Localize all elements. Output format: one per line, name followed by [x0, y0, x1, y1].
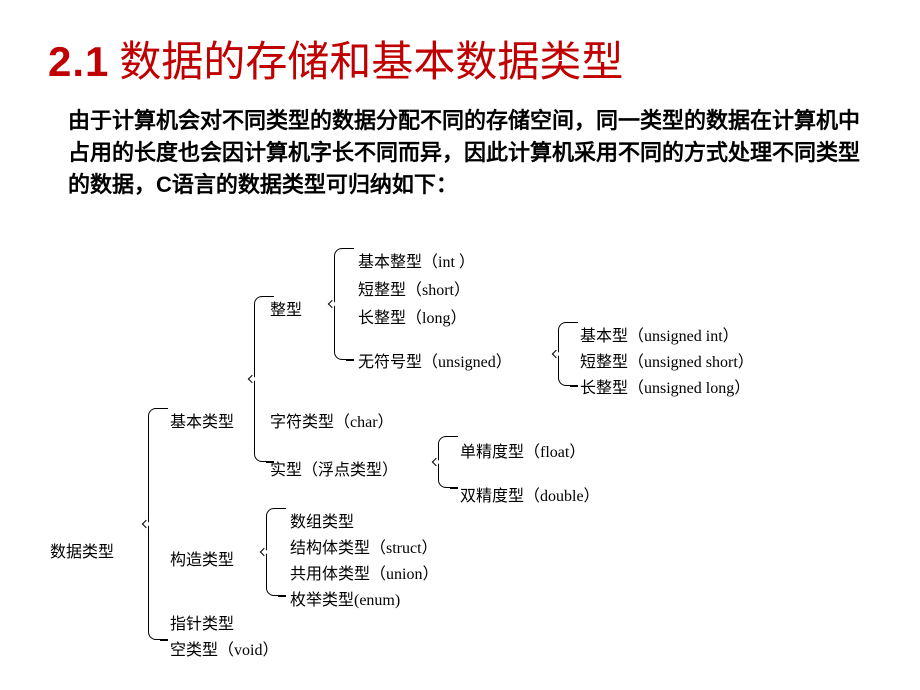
tree-node-int_short: 短整型（short）	[358, 276, 470, 300]
tree-node-void: 空类型（void）	[170, 636, 278, 660]
tree-node-u_short: 短整型（unsigned short）	[580, 348, 754, 372]
brace	[438, 436, 450, 488]
tree-node-unsigned: 无符号型（unsigned）	[358, 348, 512, 372]
title-number: 2.1	[48, 38, 109, 86]
brace	[254, 296, 266, 462]
tree-node-basic: 基本类型	[170, 408, 234, 432]
slide-title: 2.1 数据的存储和基本数据类型	[0, 0, 920, 89]
tree-node-pointer: 指针类型	[170, 610, 234, 634]
tree-node-float: 单精度型（float）	[460, 438, 585, 462]
tree-node-u_long: 长整型（unsigned long）	[580, 374, 750, 398]
tree-node-char: 字符类型（char）	[270, 408, 394, 432]
brace	[558, 322, 570, 386]
brace	[334, 248, 346, 360]
brace	[148, 408, 160, 640]
tree-node-double: 双精度型（double）	[460, 482, 600, 506]
brace	[266, 508, 278, 596]
title-text: 数据的存储和基本数据类型	[119, 28, 623, 89]
intro-paragraph: 由于计算机会对不同类型的数据分配不同的存储空间，同一类型的数据在计算机中占用的长…	[0, 89, 920, 201]
tree-node-array: 数组类型	[290, 508, 354, 532]
tree-node-u_int: 基本型（unsigned int）	[580, 322, 739, 346]
tree-node-construct: 构造类型	[170, 546, 234, 570]
tree-node-real: 实型（浮点类型）	[270, 456, 398, 480]
tree-node-int_long: 长整型（long）	[358, 304, 466, 328]
type-tree-diagram: 数据类型 基本类型构造类型指针类型空类型（void） 整型字符类型（char） 实型（…	[20, 240, 900, 670]
tree-node-int_basic: 基本整型（int ）	[358, 248, 475, 272]
tree-node-int_grp: 整型	[270, 296, 302, 320]
tree-node-root: 数据类型	[50, 538, 114, 562]
tree-node-enum: 枚举类型(enum)	[290, 586, 400, 610]
tree-node-struct: 结构体类型（struct）	[290, 534, 438, 558]
tree-node-union: 共用体类型（union）	[290, 560, 438, 584]
